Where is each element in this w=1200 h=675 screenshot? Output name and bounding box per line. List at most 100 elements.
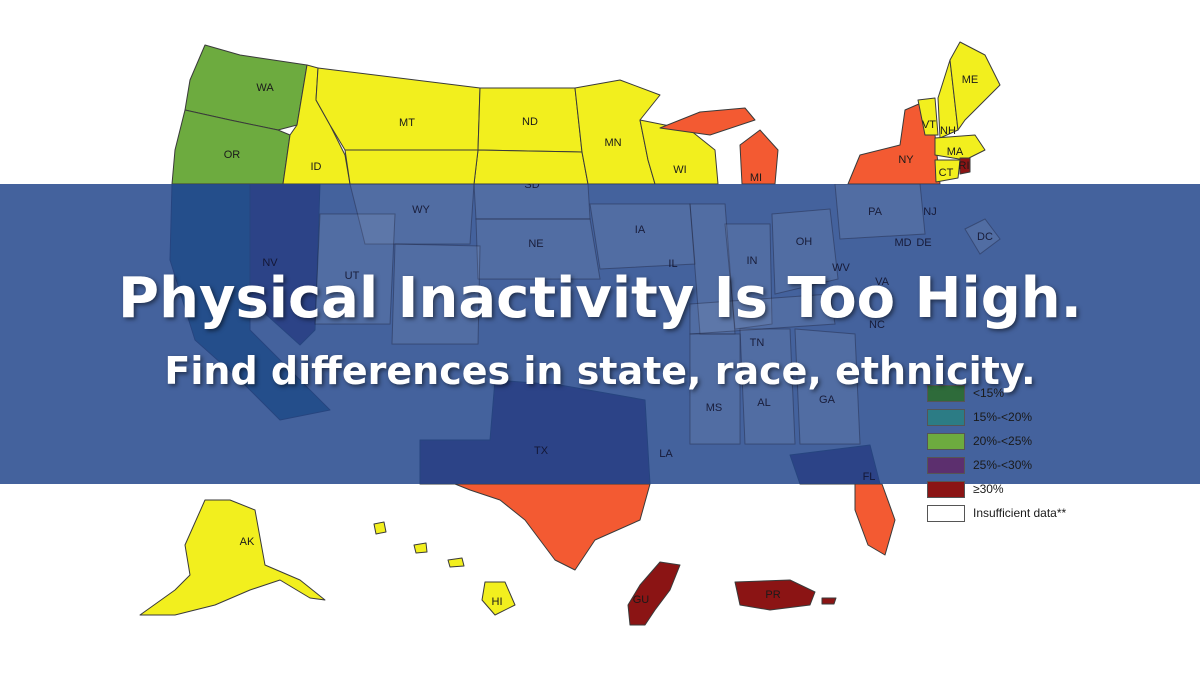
state-ri (959, 157, 971, 175)
legend-label: 15%-<20% (973, 410, 1033, 424)
ghost-label-dc: DC (977, 231, 993, 243)
ghost-pa (834, 184, 926, 240)
ghost-ne (475, 218, 601, 280)
state-vt (917, 97, 939, 136)
banner-map-ghost: SD WY NE IA PA NJ DC NV UT IL IN OH WV M… (262, 184, 1001, 483)
ghost-ms (689, 333, 741, 445)
state-wy (344, 149, 479, 185)
legend-swatch (927, 457, 965, 474)
ghost-label-in: IN (747, 255, 758, 267)
ghost-label-nj: NJ (923, 206, 936, 218)
ghost-label-ut: UT (345, 270, 360, 282)
ghost-label-ne: NE (528, 238, 543, 250)
legend-label: 25%-<30% (973, 458, 1033, 472)
ghost-label-pa: PA (868, 206, 883, 218)
legend-item: 15%-<20% (927, 407, 1127, 431)
state-ct (934, 159, 961, 183)
ghost-ga (794, 328, 861, 445)
label-ri: RI (959, 160, 970, 172)
label-ny: NY (898, 154, 914, 166)
state-me (949, 41, 1001, 131)
legend-item: 25%-<30% (927, 455, 1127, 479)
label-ak: AK (240, 536, 255, 548)
label-me: ME (962, 74, 979, 86)
ghost-wy (349, 184, 475, 245)
legend-item: 20%-<25% (927, 431, 1127, 455)
ghost-tn (689, 293, 836, 335)
legend-label: 20%-<25% (973, 434, 1033, 448)
label-mt: MT (399, 117, 415, 129)
overlay-banner: SD WY NE IA PA NJ DC NV UT IL IN OH WV M… (0, 184, 1200, 484)
ghost-label-la: LA (659, 448, 673, 460)
legend-label: ≥30% (973, 482, 1004, 496)
label-wa: WA (256, 82, 274, 94)
label-ct: CT (939, 167, 954, 179)
state-pr (734, 579, 816, 611)
label-gu: GU (633, 594, 650, 606)
ghost-label-tx: TX (534, 445, 549, 457)
legend: <15% 15%-<20% 20%-<25% 25%-<30% ≥30% Ins… (927, 383, 1127, 527)
label-vt: VT (922, 119, 936, 131)
headline: Physical Inactivity Is Too High. (118, 266, 1082, 331)
ghost-label-nc: NC (869, 319, 885, 331)
pr-island (821, 597, 837, 605)
legend-item: <15% (927, 383, 1127, 407)
ghost-oh (771, 208, 839, 295)
label-nd: ND (522, 116, 538, 128)
legend-swatch (927, 433, 965, 450)
label-wi: WI (673, 164, 686, 176)
legend-swatch (927, 385, 965, 402)
state-mt (315, 67, 481, 151)
ghost-ia (589, 203, 696, 270)
state-ak (139, 499, 326, 616)
ghost-label-ms: MS (706, 402, 723, 414)
label-id: ID (311, 161, 322, 173)
legend-item: Insufficient data** (927, 503, 1127, 527)
state-mi (739, 129, 779, 185)
state-hi (481, 581, 516, 616)
legend-label: Insufficient data** (973, 506, 1067, 520)
legend-swatch (927, 409, 965, 426)
label-nh: NH (940, 125, 956, 137)
state-fl-south (854, 483, 896, 556)
hi-island-3 (447, 557, 465, 568)
legend-label: <15% (973, 386, 1005, 400)
state-mi-upper (659, 107, 756, 136)
ghost-label-oh: OH (796, 236, 813, 248)
ghost-label-fl: FL (863, 471, 876, 483)
ghost-dc (964, 218, 1001, 255)
state-sd (473, 149, 589, 185)
subheadline: Find differences in state, race, ethnici… (164, 349, 1036, 393)
label-ma: MA (947, 146, 964, 158)
state-gu (627, 561, 681, 626)
ghost-ut (314, 213, 396, 325)
label-mi: MI (750, 172, 762, 184)
ghost-al (739, 328, 796, 445)
label-pr: PR (765, 589, 780, 601)
ghost-label-md: MD (894, 237, 911, 249)
ghost-label-tn: TN (750, 337, 765, 349)
ghost-in (724, 223, 773, 330)
ghost-label-il: IL (668, 258, 677, 270)
ghost-label-wv: WV (832, 262, 850, 274)
legend-item: ≥30% (927, 479, 1127, 503)
hi-island-1 (373, 521, 387, 535)
ghost-label-wy: WY (412, 204, 430, 216)
ghost-label-al: AL (757, 397, 770, 409)
ghost-label-ga: GA (819, 394, 836, 406)
state-tx-south (454, 483, 651, 571)
ghost-label-de: DE (916, 237, 931, 249)
ghost-label-ia: IA (635, 224, 646, 236)
hi-island-2 (413, 542, 428, 554)
legend-swatch (927, 505, 965, 522)
ghost-label-va: VA (875, 276, 890, 288)
label-hi: HI (492, 596, 503, 608)
legend-swatch (927, 481, 965, 498)
label-or: OR (224, 149, 241, 161)
ghost-co (391, 243, 481, 345)
ghost-label-sd: SD (524, 184, 539, 191)
state-ma (934, 134, 986, 161)
ghost-label-nv: NV (262, 257, 278, 269)
ghost-il (689, 203, 736, 335)
label-mn: MN (604, 137, 621, 149)
